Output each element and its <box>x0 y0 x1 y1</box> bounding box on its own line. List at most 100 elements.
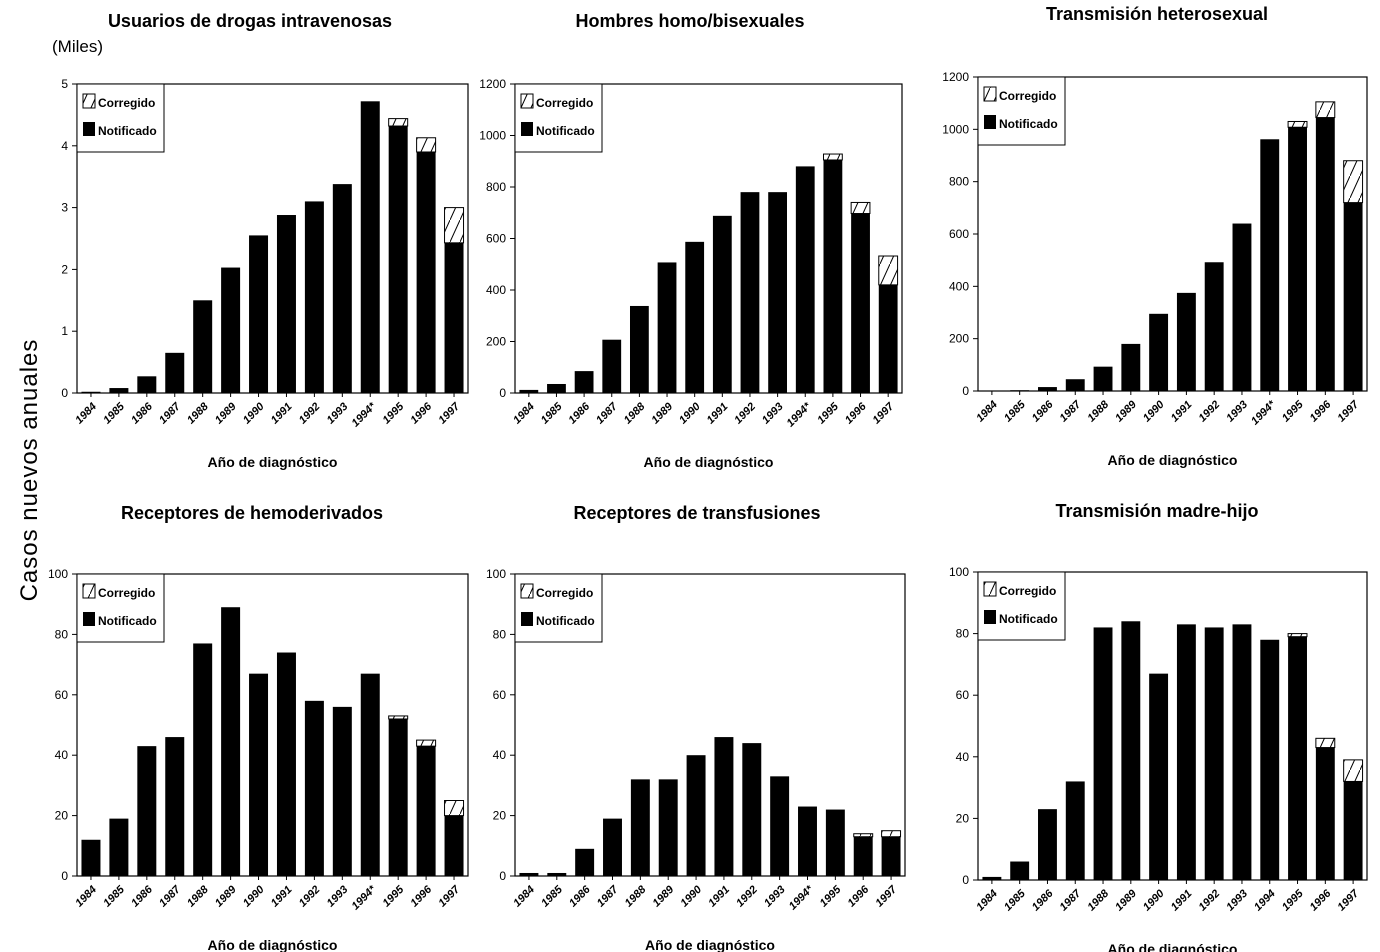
x-tick-label: 1987 <box>594 400 620 426</box>
x-tick-label: 1990 <box>241 883 267 909</box>
bar-notificado-1995 <box>388 126 408 394</box>
bar-notificado-1990 <box>249 673 269 876</box>
y-tick-label: 1200 <box>479 77 506 91</box>
bar-notificado-1996 <box>1315 747 1335 880</box>
bar-notificado-1995 <box>1288 636 1307 880</box>
bar-notificado-1991 <box>1176 624 1196 880</box>
x-tick-label: 1985 <box>1002 398 1028 424</box>
x-axis-label: Año de diagnóstico <box>644 454 774 470</box>
bar-notificado-1997 <box>1343 202 1363 391</box>
legend-label-corregido: Corregido <box>98 96 155 110</box>
chart-title: Receptores de hemoderivados <box>120 503 384 523</box>
bar-notificado-1987 <box>165 737 185 876</box>
x-tick-label: 1988 <box>185 883 211 909</box>
x-tick-label: 1996 <box>408 883 434 909</box>
legend-swatch-corregido <box>520 583 534 599</box>
y-tick-label: 100 <box>48 567 68 581</box>
legend-swatch-corregido <box>82 93 96 109</box>
x-axis-label: Año de diagnóstico <box>645 937 775 952</box>
x-tick-label: 1993 <box>760 401 786 427</box>
bar-corregido-1996 <box>1315 737 1336 749</box>
chart-panel-6: 0 20 40 60 80 100 1984 1985 1986 1987 1988 1989 1990… <box>949 565 1368 952</box>
x-tick-label: 1993 <box>1224 399 1250 425</box>
x-tick-label: 1997 <box>436 883 462 909</box>
y-tick-label: 0 <box>499 869 506 883</box>
y-tick-label: 80 <box>956 627 970 641</box>
legend-label-notificado: Notificado <box>98 124 157 138</box>
bar-notificado-1994 <box>1260 139 1280 391</box>
y-tick-label: 100 <box>949 565 969 579</box>
y-tick-label: 600 <box>949 227 969 241</box>
x-tick-label: 1985 <box>539 400 565 426</box>
x-tick-label: 1996 <box>1308 887 1334 913</box>
y-tick-label: 800 <box>949 175 969 189</box>
x-tick-label: 1995 <box>381 400 407 426</box>
bar-notificado-1989 <box>657 262 677 393</box>
bar-corregido-1997 <box>444 800 465 817</box>
bar-notificado-1984 <box>982 876 1002 880</box>
x-tick-label: 1994* <box>350 883 379 912</box>
legend-label-notificado: Notificado <box>536 124 595 138</box>
legend-label-notificado: Notificado <box>999 117 1058 131</box>
bar-notificado-1989 <box>221 607 241 876</box>
y-tick-label: 40 <box>493 748 507 762</box>
bar-notificado-1990 <box>1149 313 1169 391</box>
x-tick-label: 1989 <box>651 883 677 909</box>
y-tick-label: 20 <box>55 809 69 823</box>
x-tick-label: 1987 <box>1058 887 1084 913</box>
bar-notificado-1986 <box>1038 809 1057 880</box>
bar-notificado-1985 <box>1010 861 1030 880</box>
x-tick-label: 1997 <box>871 400 897 426</box>
x-tick-label: 1987 <box>1058 398 1084 424</box>
plot-frame <box>514 573 906 877</box>
x-tick-label: 1997 <box>873 883 899 909</box>
x-tick-label: 1994* <box>785 400 814 429</box>
bar-notificado-1986 <box>1038 387 1057 391</box>
y-tick-label: 60 <box>956 688 970 702</box>
bar-notificado-1985 <box>109 818 129 876</box>
bar-notificado-1995 <box>823 159 843 393</box>
x-tick-label: 1989 <box>649 400 675 426</box>
legend-label-notificado: Notificado <box>999 612 1058 626</box>
bar-corregido-1995 <box>388 715 409 720</box>
bar-notificado-1991 <box>714 737 734 876</box>
bar-notificado-1987 <box>603 818 622 876</box>
x-tick-label: 1993 <box>1224 888 1250 914</box>
bar-notificado-1992 <box>742 743 762 876</box>
legend-label-notificado: Notificado <box>536 614 595 628</box>
bar-notificado-1990 <box>686 755 706 876</box>
x-tick-label: 1996 <box>846 883 872 909</box>
x-tick-label: 1984 <box>73 401 99 427</box>
y-tick-label: 200 <box>486 335 506 349</box>
y-tick-label: 20 <box>956 811 970 825</box>
bar-notificado-1988 <box>1093 627 1113 880</box>
bar-notificado-1994 <box>1260 639 1280 880</box>
bar-notificado-1985 <box>547 383 566 393</box>
bar-notificado-1997 <box>444 242 464 393</box>
chart-title: Receptores de transfusiones <box>573 503 821 523</box>
legend-swatch-corregido <box>520 93 534 109</box>
bar-notificado-1989 <box>1121 343 1141 391</box>
bar-notificado-1988 <box>193 643 213 876</box>
bar-notificado-1986 <box>137 746 157 876</box>
bar-corregido-1995 <box>1287 633 1308 638</box>
plot-frame <box>977 571 1368 881</box>
x-tick-label: 1989 <box>213 883 239 909</box>
bar-notificado-1987 <box>602 339 622 393</box>
bar-notificado-1984 <box>81 391 101 393</box>
y-tick-label: 4 <box>61 139 68 153</box>
legend-swatch-corregido <box>983 86 997 102</box>
bar-notificado-1994 <box>798 806 817 876</box>
x-tick-label: 1988 <box>1085 887 1111 913</box>
bar-corregido-1996 <box>850 201 871 215</box>
bar-notificado-1993 <box>332 706 352 876</box>
x-tick-label: 1985 <box>101 883 127 909</box>
bar-notificado-1987 <box>1065 781 1085 880</box>
x-tick-label: 1991 <box>1169 399 1195 425</box>
bar-notificado-1993 <box>768 192 788 393</box>
x-tick-label: 1985 <box>539 883 565 909</box>
x-tick-label: 1988 <box>623 883 649 909</box>
